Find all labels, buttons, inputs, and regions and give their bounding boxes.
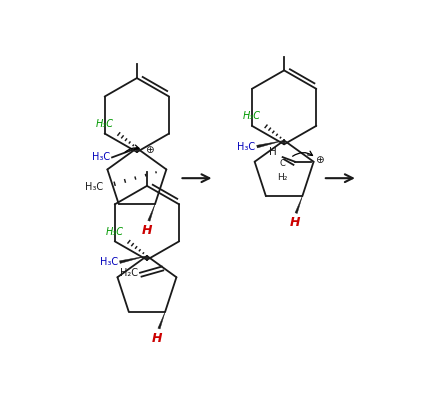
Text: ⊕: ⊕ [145, 145, 154, 155]
Polygon shape [158, 312, 165, 329]
Text: H₃C: H₃C [238, 141, 255, 152]
Polygon shape [257, 140, 284, 148]
Text: C: C [280, 159, 285, 168]
Text: H: H [152, 332, 163, 345]
Polygon shape [148, 204, 155, 221]
Polygon shape [119, 256, 147, 264]
Text: H₃C: H₃C [243, 111, 261, 121]
Text: H: H [142, 224, 153, 237]
Text: ⊕: ⊕ [315, 155, 324, 165]
Text: H₃C: H₃C [92, 152, 111, 162]
Text: H₃C: H₃C [85, 182, 103, 191]
Text: H₂C: H₂C [120, 268, 139, 278]
Text: H₂: H₂ [278, 173, 288, 182]
Text: H₃C: H₃C [95, 119, 114, 129]
Polygon shape [295, 196, 302, 214]
Text: H₃C: H₃C [106, 227, 124, 237]
Text: H: H [289, 216, 300, 229]
Text: H₃C: H₃C [100, 257, 118, 267]
Text: H: H [270, 147, 277, 158]
